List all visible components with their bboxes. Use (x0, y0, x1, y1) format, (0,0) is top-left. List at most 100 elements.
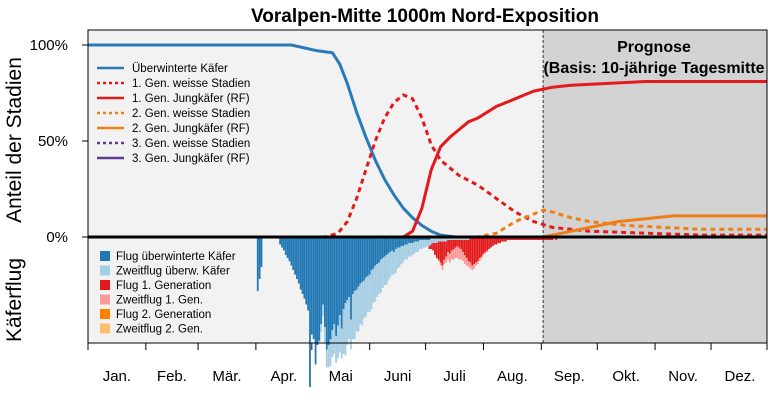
flight-bar (294, 237, 296, 275)
flight-bar (484, 238, 487, 252)
flight-bar (443, 241, 446, 260)
flight-bar (351, 294, 354, 339)
series-line-gen2_young (88, 214, 767, 239)
flight-bar (460, 249, 462, 260)
flight-bar (536, 238, 539, 240)
forecast-basis-label: (Basis: 10-jährige Tagesmitte (543, 60, 764, 77)
flight-bar (432, 243, 434, 251)
flight-bar (486, 238, 489, 251)
flight-bar (314, 237, 317, 365)
flight-bar (363, 237, 365, 281)
flight-bar (531, 238, 533, 240)
flight-bar (297, 237, 300, 284)
flight-bar (458, 240, 461, 248)
flight-bar (456, 240, 459, 246)
flight-bar (415, 237, 418, 242)
flight-bar (407, 243, 410, 257)
flight-bar (417, 241, 420, 252)
flight-bar (357, 237, 360, 287)
flight-bar (348, 237, 351, 297)
flight-bar (335, 237, 337, 336)
flight-bar (504, 238, 507, 242)
flight-bar (454, 247, 457, 258)
x-tick-label: Dez. (725, 368, 756, 385)
legend-line-label: 2. Gen. Jungkäfer (RF) (132, 123, 250, 135)
y-axis-label-bottom: Käferflug (3, 258, 26, 342)
flight-bar (376, 237, 379, 264)
flight-bar (437, 238, 440, 242)
flight-bar (439, 241, 442, 263)
flight-bar (292, 237, 295, 270)
flight-bar (406, 237, 408, 245)
flight-bar (318, 237, 321, 341)
flight-bar (555, 238, 558, 240)
flight-bar (286, 237, 289, 258)
flight-bar (406, 244, 408, 260)
legend-bar-label: Flug 1. Generation (116, 280, 211, 292)
flight-bar (413, 237, 416, 242)
flight-bar (527, 238, 530, 240)
legend-bar-label: Zweitflug überw. Käfer (116, 266, 230, 278)
flight-bar (445, 256, 448, 263)
flight-bar (510, 238, 513, 240)
flight-bar (516, 238, 518, 240)
flight-bar (439, 238, 442, 242)
flight-bar (460, 240, 462, 249)
flight-bar (355, 289, 358, 332)
y-axis-label-top: Anteil der Stadien (3, 57, 26, 223)
flight-bar (366, 237, 369, 276)
flight-bar (318, 340, 321, 344)
flight-bar (547, 238, 550, 240)
flight-bar (381, 258, 384, 288)
flight-bar (342, 237, 345, 309)
flight-bar (409, 237, 412, 243)
flight-bar (441, 241, 444, 266)
flight-bar (333, 237, 336, 324)
flight-bar (391, 250, 393, 275)
flight-bar (506, 238, 509, 240)
flight-bar (325, 237, 328, 350)
flight-bar (471, 265, 474, 270)
flight-bar (549, 238, 552, 240)
flight-bar (437, 259, 440, 261)
flight-bar (400, 237, 403, 246)
flight-bar (379, 237, 382, 260)
flight-bar (439, 262, 442, 266)
flight-bar (462, 252, 464, 261)
flight-bar (366, 276, 369, 312)
flight-bar (404, 244, 407, 260)
flight-bar (432, 238, 434, 243)
flight-bar (398, 247, 401, 267)
flight-bar (538, 238, 541, 240)
flight-bar (512, 238, 515, 240)
legend-bar-swatch (100, 251, 110, 261)
flight-bar (359, 237, 362, 284)
flight-bar (324, 327, 326, 342)
flight-bar (322, 237, 324, 305)
flight-bar (260, 237, 263, 267)
flight-bar (467, 261, 470, 267)
flight-bar (415, 241, 418, 252)
legend-bar-swatch (100, 309, 110, 319)
flight-bar (342, 309, 345, 354)
y-tick-label: 0% (46, 229, 68, 246)
flight-bar (447, 240, 449, 252)
flight-bar (501, 238, 504, 242)
flight-bar (450, 240, 453, 251)
flight-bar (407, 237, 410, 243)
flight-bar (551, 238, 554, 240)
flight-bar (419, 240, 421, 249)
series-line-gen1_young (88, 80, 767, 239)
x-tick-label: Mär. (212, 368, 241, 385)
flight-bar (329, 237, 332, 339)
flight-bar (394, 249, 397, 273)
flight-bar (385, 255, 388, 285)
flight-bar (387, 253, 390, 281)
flight-bar (411, 243, 414, 255)
x-tick-label: Mai (329, 368, 353, 385)
flight-bar (370, 237, 373, 270)
flight-bar (383, 237, 386, 257)
flight-bar (357, 286, 360, 332)
flight-bar (385, 237, 388, 255)
y-tick-label: 50% (38, 133, 68, 150)
